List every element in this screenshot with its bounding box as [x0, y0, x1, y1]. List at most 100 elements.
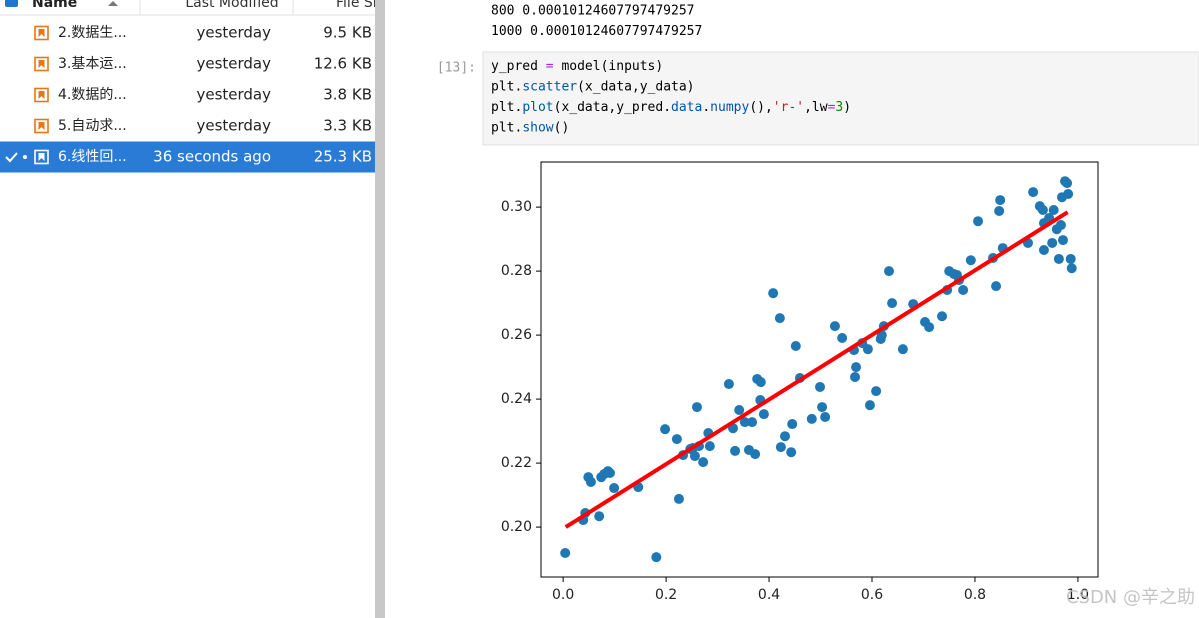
code-token: . [702, 100, 710, 115]
scatter-point [883, 266, 894, 277]
watermark: CSDN @辛之助 [1066, 587, 1195, 608]
scatter-point [1028, 187, 1039, 198]
file-modified: yesterday [196, 86, 271, 104]
select-all-checkbox[interactable] [5, 0, 18, 7]
code-token: (x_data,y_data) [577, 79, 694, 94]
scatter-point [755, 377, 766, 388]
scatter-point [973, 216, 984, 227]
notebook-icon-mark [38, 29, 45, 37]
file-modified: yesterday [196, 24, 271, 42]
file-modified: 36 seconds ago [153, 148, 271, 166]
scatter-point [730, 445, 741, 456]
scatter-point [924, 322, 935, 333]
scatter-point [995, 195, 1006, 206]
code-token: plt. [491, 100, 522, 115]
scatter-point [787, 419, 798, 430]
column-header[interactable]: Last Modified [185, 0, 278, 11]
scatter-point [851, 362, 862, 373]
scatter-point [689, 451, 700, 462]
notebook-icon-mark [38, 153, 45, 161]
y-tick-label: 0.28 [501, 263, 532, 279]
scatter-point [1062, 178, 1073, 189]
code-token: 3 [835, 100, 843, 115]
scatter-point [775, 442, 786, 453]
scatter-point [671, 434, 682, 445]
column-header[interactable]: Name [32, 0, 77, 11]
code-token: show [522, 120, 553, 135]
scatter-point [806, 413, 817, 424]
file-size: 9.5 KB [323, 24, 372, 42]
scatter-point [1065, 253, 1076, 264]
scatter-point [837, 332, 848, 343]
scatter-point [850, 372, 861, 383]
x-tick-label: 0.2 [655, 587, 677, 603]
scatter-point [651, 552, 662, 563]
y-tick-label: 0.22 [501, 455, 532, 471]
scatter-point [937, 311, 948, 322]
code-token: data [671, 100, 702, 115]
file-row[interactable]: 4.数据的... yesterday 3.8 KB [34, 86, 372, 104]
file-row[interactable]: 6.线性回... 36 seconds ago 25.3 KB [0, 141, 375, 173]
sort-arrow[interactable] [108, 1, 118, 6]
code-token: ) [843, 100, 851, 115]
code-cell[interactable] [482, 51, 1199, 146]
scatter-point [1047, 237, 1058, 248]
file-row[interactable]: 3.基本运... yesterday 12.6 KB [34, 55, 372, 73]
scatter-point [1037, 204, 1048, 215]
file-size: 3.8 KB [323, 86, 372, 104]
scatter-point [991, 281, 1002, 292]
file-row[interactable]: 2.数据生... yesterday 9.5 KB [34, 24, 372, 42]
code-token: 'r-' [773, 100, 804, 115]
file-browser [0, 0, 375, 618]
code-line: plt.show() [491, 120, 569, 135]
scatter-point [820, 412, 831, 423]
scatter-point [750, 449, 761, 460]
file-name: 5.自动求... [58, 118, 127, 134]
x-tick-label: 0.8 [964, 587, 986, 603]
scatter-point [774, 313, 785, 324]
code-line: y_pred = model(inputs) [491, 59, 663, 74]
output-line: 1000 0.00010124607797479257 [491, 24, 702, 39]
scatter-point [871, 386, 882, 397]
y-tick-label: 0.24 [501, 391, 532, 407]
output-line: 800 0.00010124607797479257 [491, 4, 695, 19]
x-tick-label: 0.4 [758, 587, 780, 603]
scatter-point [594, 511, 605, 522]
scatter-point [1038, 244, 1049, 255]
file-name: 2.数据生... [58, 25, 127, 41]
notebook-icon [34, 149, 49, 165]
code-token: model(inputs) [554, 59, 664, 74]
scatter-point [1053, 253, 1064, 264]
scatter-point [790, 340, 801, 351]
code-token: (x_data,y_pred. [554, 100, 671, 115]
file-size: 3.3 KB [323, 117, 372, 135]
scatter-point [994, 205, 1005, 216]
code-token: numpy [710, 100, 749, 115]
scatter-point [1063, 188, 1074, 199]
code-token: () [554, 120, 570, 135]
splitter [375, 0, 385, 618]
x-tick-label: 0.0 [552, 587, 574, 603]
y-tick-label: 0.30 [501, 199, 532, 215]
x-tick-label: 0.6 [861, 587, 883, 603]
running-dot [23, 155, 27, 159]
code-token: ,lw [804, 100, 828, 115]
file-row[interactable]: 5.自动求... yesterday 3.3 KB [34, 117, 372, 135]
notebook-icon [34, 56, 49, 72]
code-line: plt.scatter(x_data,y_data) [491, 79, 695, 94]
scatter-point [862, 344, 873, 355]
code-token: plt. [491, 120, 522, 135]
scatter-point [780, 431, 791, 442]
scatter-point [698, 457, 709, 468]
scatter-point [1066, 263, 1077, 274]
notebook-icon [34, 25, 49, 41]
scatter-point [1055, 220, 1066, 231]
scatter-point [723, 379, 734, 390]
cell-prompt: [13]: [437, 61, 476, 76]
notebook-icon-mark [38, 91, 45, 99]
scatter-point [958, 284, 969, 295]
scatter-point [897, 344, 908, 355]
notebook-icon-mark [38, 60, 45, 68]
column-header[interactable]: File Size [336, 0, 393, 11]
